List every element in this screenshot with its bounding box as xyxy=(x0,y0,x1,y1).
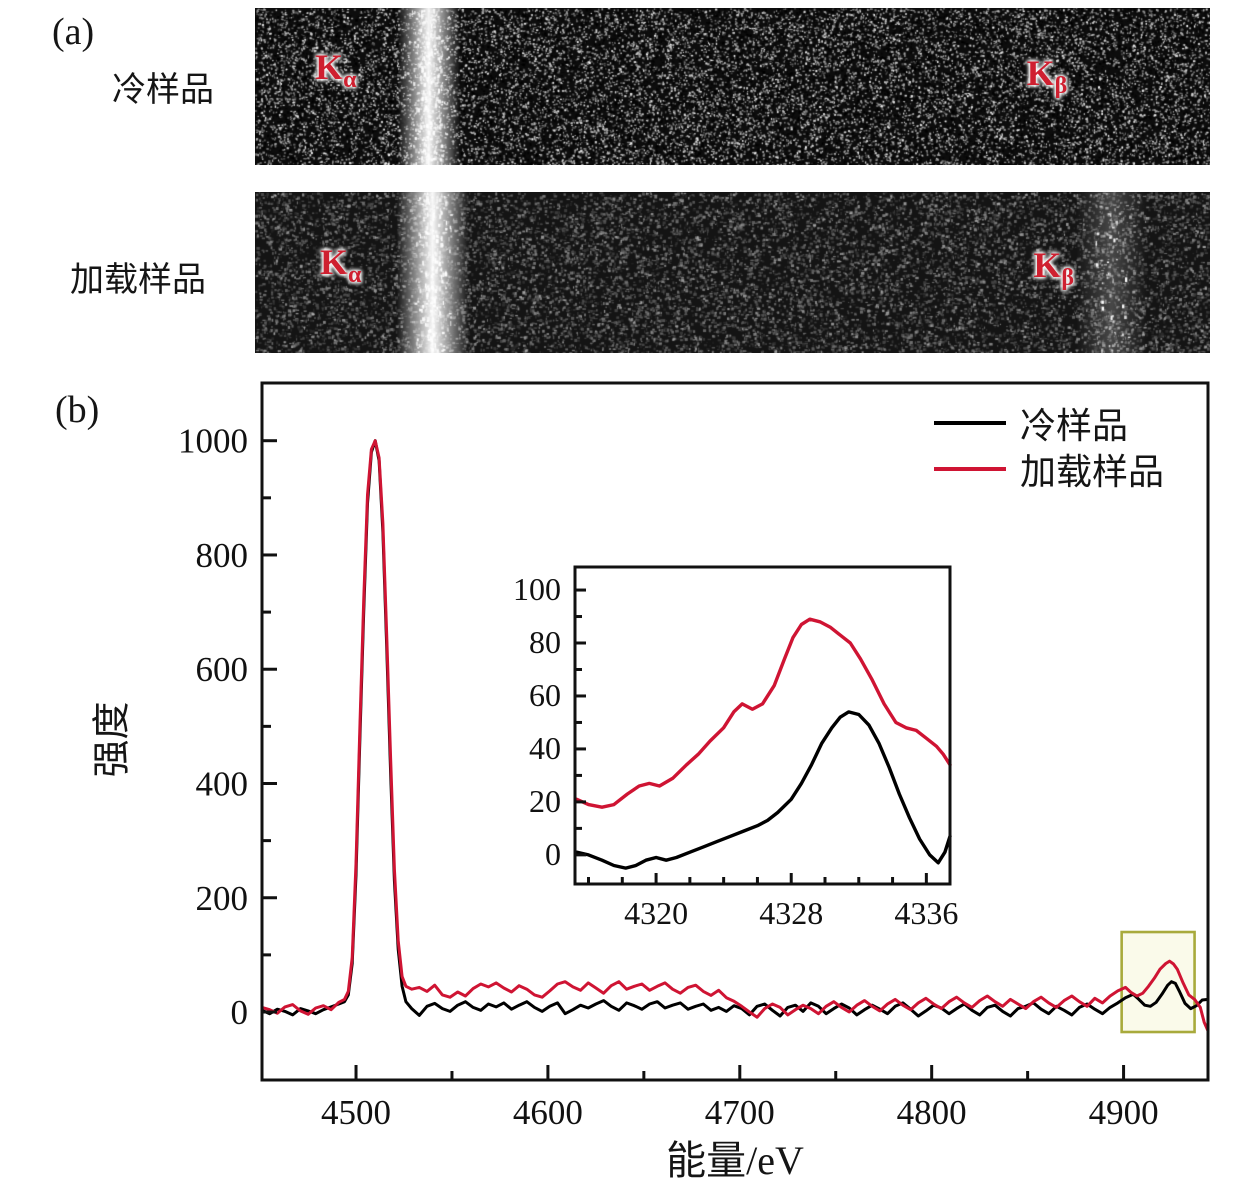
y-tick-label: 1000 xyxy=(178,422,248,461)
y-axis-title: 强度 xyxy=(91,701,134,778)
detector-strip-loaded: Kα Kβ xyxy=(255,192,1210,353)
y-tick-label: 600 xyxy=(196,650,249,689)
kbeta-mark-cold: Kβ xyxy=(1026,53,1068,100)
panel-a-label: (a) xyxy=(52,11,95,53)
detector-strip-cold: Kα Kβ xyxy=(255,8,1210,165)
series-line-cold xyxy=(575,710,952,870)
y-tick-label: 40 xyxy=(529,730,561,766)
kalpha-mark-loaded: Kα xyxy=(319,241,362,288)
detector-strip-loaded-image xyxy=(255,192,1210,353)
sample-label-cold: 冷样品 xyxy=(112,72,214,109)
kalpha-mark-cold: Kα xyxy=(315,46,357,93)
x-tick-label: 4320 xyxy=(624,895,688,931)
panel-b-label: (b) xyxy=(55,389,100,431)
y-tick-label: 20 xyxy=(529,783,561,819)
x-tick-label: 4328 xyxy=(759,895,823,931)
plot-frame xyxy=(260,381,1210,1082)
x-tick-label: 4900 xyxy=(1089,1093,1159,1132)
plot-frame xyxy=(573,565,952,886)
y-tick-label: 60 xyxy=(529,677,561,713)
legend-line-cold xyxy=(934,421,1006,425)
legend: 冷样品 加载样品 xyxy=(934,400,1164,492)
x-tick-label: 4700 xyxy=(705,1093,775,1132)
inset-axes: 4320 4328 4336 0 20 40 60 80 100 xyxy=(513,565,958,931)
legend-item-loaded: 加载样品 xyxy=(934,446,1164,492)
y-tick-label: 400 xyxy=(196,764,249,803)
y-tick-label: 200 xyxy=(196,879,249,918)
y-tick-label: 0 xyxy=(231,993,249,1032)
legend-item-cold: 冷样品 xyxy=(934,400,1164,446)
x-tick-label: 4600 xyxy=(513,1093,583,1132)
x-tick-label: 4336 xyxy=(894,895,958,931)
y-tick-label: 0 xyxy=(545,836,561,872)
series-line-loaded xyxy=(260,439,1210,1033)
series-line-loaded xyxy=(575,617,952,809)
detector-strip-cold-image xyxy=(255,8,1210,165)
legend-line-loaded xyxy=(934,467,1006,471)
y-tick-label: 100 xyxy=(513,571,561,607)
y-tick-label: 800 xyxy=(196,536,249,575)
kbeta-mark-loaded: Kβ xyxy=(1033,244,1074,291)
legend-label-cold: 冷样品 xyxy=(1020,406,1129,446)
y-tick-label: 80 xyxy=(529,624,561,660)
x-tick-label: 4800 xyxy=(897,1093,967,1132)
series-line-cold xyxy=(260,439,1210,1018)
x-tick-label: 4500 xyxy=(321,1093,391,1132)
sample-label-loaded: 加载样品 xyxy=(70,262,206,299)
legend-label-loaded: 加载样品 xyxy=(1020,452,1165,492)
x-axis-title: 能量/eV xyxy=(666,1138,804,1183)
